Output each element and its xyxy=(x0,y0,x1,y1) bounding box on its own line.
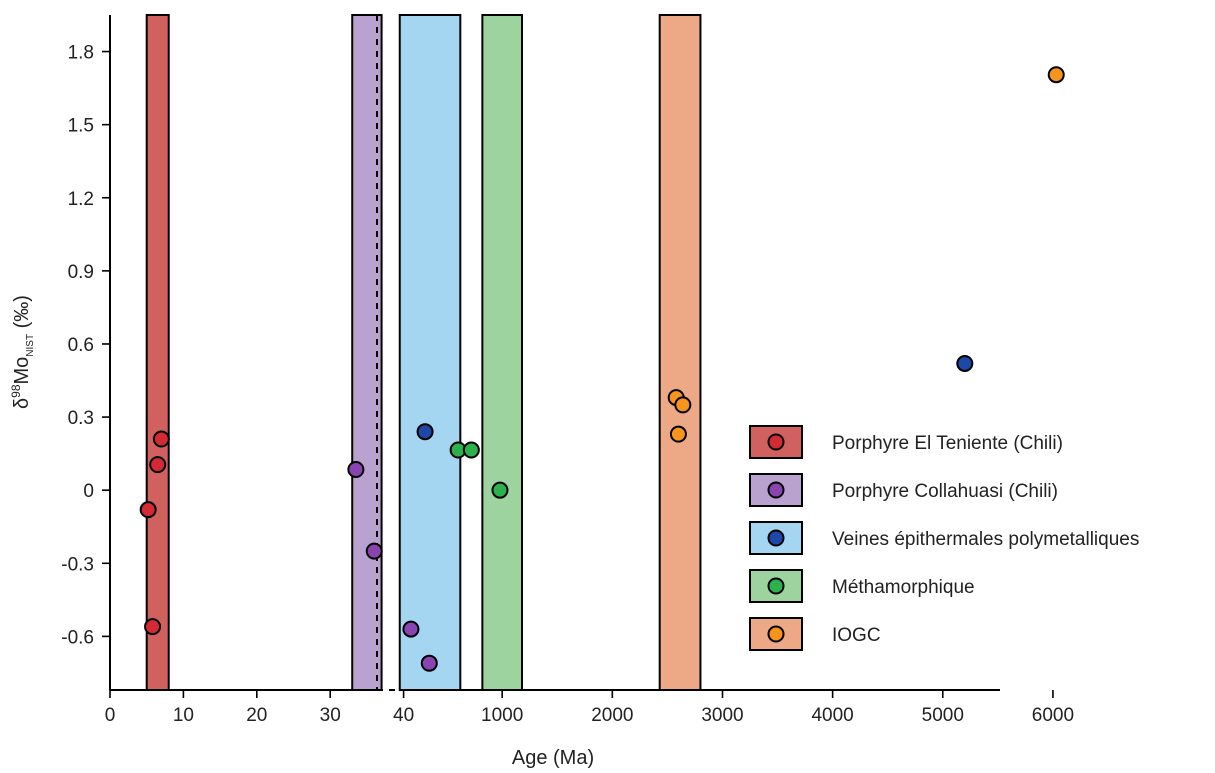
chart-axes: -0.6 -0.3 0 0.3 0.6 0.9 1.2 1.5 1.8 0 10 20 30 40 1000… xyxy=(61,15,1074,726)
x-tick-label-0-1: 10 xyxy=(173,705,194,726)
legend-label-4: IOGC xyxy=(832,625,881,646)
y-tick-label-8: 1.8 xyxy=(68,43,94,64)
point-4-3 xyxy=(1047,66,1065,84)
band-4 xyxy=(658,14,702,691)
point-2-0 xyxy=(416,423,434,441)
legend-item-1: Porphyre Collahuasi (Chili) xyxy=(749,473,1058,507)
y-tick-label-1: -0.3 xyxy=(61,554,94,575)
point-0-1 xyxy=(149,456,167,474)
legend-item-0: Porphyre El Teniente (Chili) xyxy=(749,425,1063,459)
band-2 xyxy=(398,14,462,691)
point-1-3 xyxy=(420,654,438,672)
x-axis-title: Age (Ma) xyxy=(512,747,594,769)
point-4-2 xyxy=(669,425,687,443)
point-4-1 xyxy=(674,396,692,414)
x-tick-label-1-5: 6000 xyxy=(1032,705,1074,726)
x-tick-label-0-4: 40 xyxy=(393,705,414,726)
chart-points xyxy=(139,66,1065,672)
x-tick-label-1-1: 2000 xyxy=(591,705,633,726)
y-tick-label-4: 0.6 xyxy=(68,335,94,356)
legend-label-3: Méthamorphique xyxy=(832,577,975,598)
legend-label-2: Veines épithermales polymetalliques xyxy=(832,529,1139,550)
chart-bands xyxy=(145,14,702,691)
legend-item-2: Veines épithermales polymetalliques xyxy=(749,521,1139,555)
legend-marker-1 xyxy=(767,481,785,499)
legend-item-4: IOGC xyxy=(749,617,881,651)
band-0 xyxy=(145,14,170,691)
y-axis-title: δ98MoNIST (‰) xyxy=(9,295,36,409)
x-tick-label-1-0: 1000 xyxy=(481,705,523,726)
y-tick-label-7: 1.5 xyxy=(68,116,94,137)
point-0-2 xyxy=(139,501,157,519)
point-3-1 xyxy=(462,441,480,459)
x-tick-label-1-3: 4000 xyxy=(811,705,853,726)
legend-label-1: Porphyre Collahuasi (Chili) xyxy=(832,481,1058,502)
legend-marker-2 xyxy=(767,529,785,547)
x-tick-label-1-4: 5000 xyxy=(922,705,964,726)
legend: Porphyre El Teniente (Chili) Porphyre Col… xyxy=(749,425,1139,651)
legend-marker-0 xyxy=(767,433,785,451)
y-tick-label-3: 0.3 xyxy=(68,408,94,429)
y-tick-label-5: 0.9 xyxy=(68,262,94,283)
legend-label-0: Porphyre El Teniente (Chili) xyxy=(832,433,1063,454)
x-tick-label-0-3: 30 xyxy=(320,705,341,726)
point-0-0 xyxy=(152,430,170,448)
band-3 xyxy=(481,14,524,691)
x-tick-label-0-0: 0 xyxy=(105,705,116,726)
y-tick-label-0: -0.6 xyxy=(61,627,94,648)
x-tick-label-0-2: 20 xyxy=(246,705,267,726)
legend-item-3: Méthamorphique xyxy=(749,569,975,603)
point-1-2 xyxy=(402,620,420,638)
point-1-1 xyxy=(365,542,383,560)
x-tick-label-1-2: 3000 xyxy=(701,705,743,726)
legend-marker-3 xyxy=(767,577,785,595)
y-tick-label-6: 1.2 xyxy=(68,189,94,210)
y-tick-label-2: 0 xyxy=(83,481,94,502)
point-2-1 xyxy=(956,354,974,372)
legend-marker-4 xyxy=(767,625,785,643)
point-0-3 xyxy=(144,618,162,636)
point-3-2 xyxy=(491,481,509,499)
point-1-0 xyxy=(347,460,365,478)
